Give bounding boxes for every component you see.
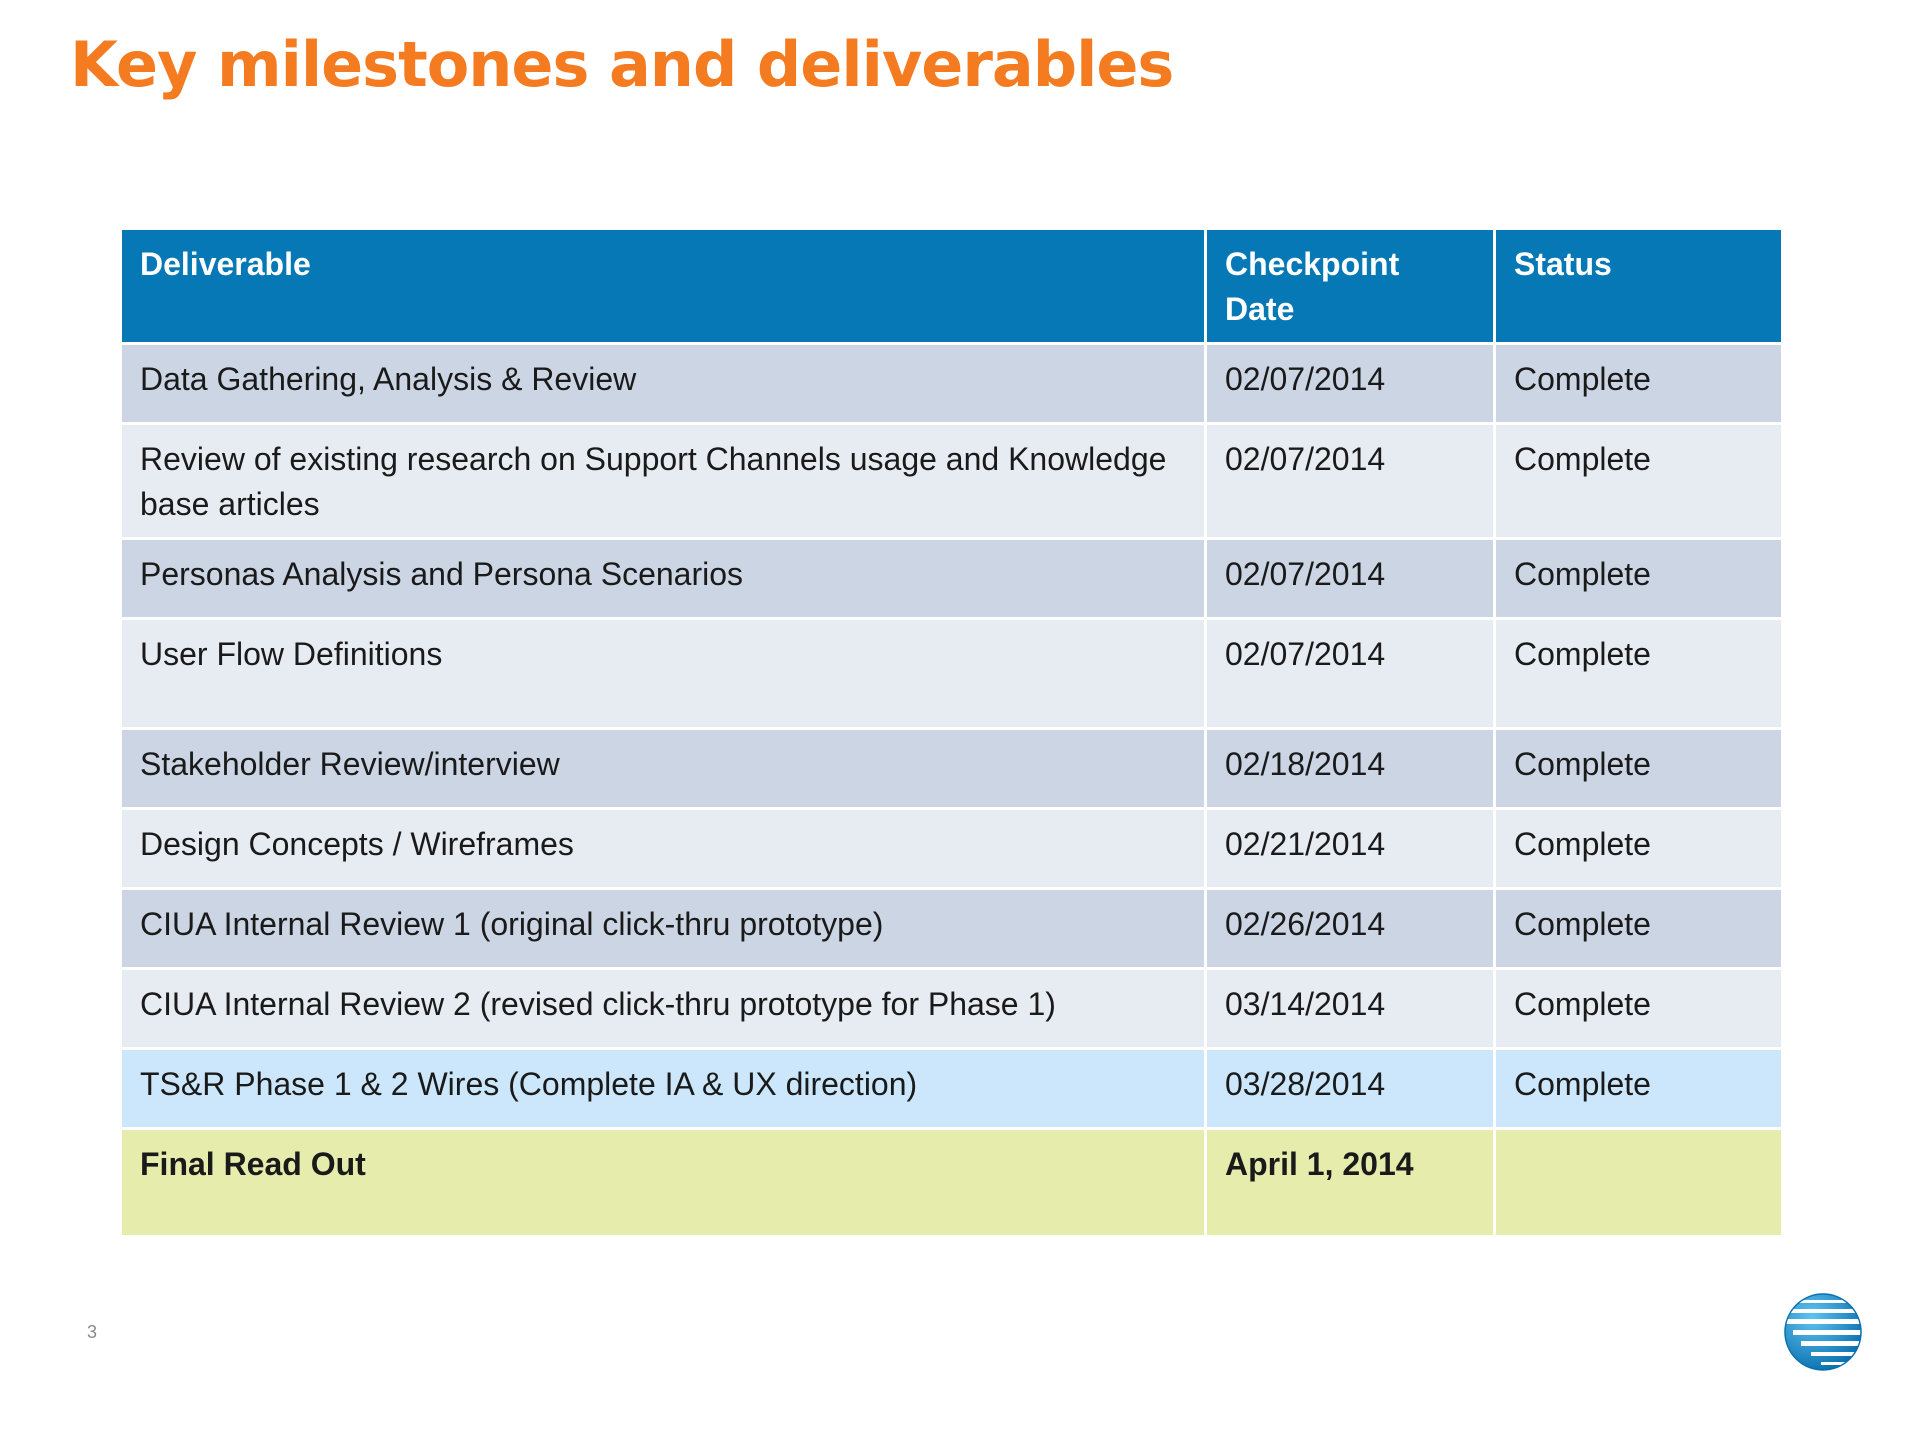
status-cell [1493, 1127, 1784, 1238]
page-number: 3 [87, 1322, 98, 1342]
date-cell: 02/07/2014 [1204, 342, 1496, 425]
date-cell: 02/07/2014 [1204, 422, 1496, 540]
table-row: Design Concepts / Wireframes 02/21/2014 … [119, 807, 1784, 890]
date-cell: 03/14/2014 [1204, 967, 1496, 1050]
table-row: Review of existing research on Support C… [119, 422, 1784, 540]
header-checkpoint-date: Checkpoint Date [1204, 227, 1496, 345]
table-row-final: Final Read Out April 1, 2014 [119, 1127, 1784, 1238]
table-row: Personas Analysis and Persona Scenarios … [119, 537, 1784, 620]
deliverable-cell: CIUA Internal Review 1 (original click-t… [119, 887, 1207, 970]
deliverable-cell: Data Gathering, Analysis & Review [119, 342, 1207, 425]
date-cell: 02/07/2014 [1204, 617, 1496, 730]
table-row: User Flow Definitions 02/07/2014 Complet… [119, 617, 1784, 730]
status-cell: Complete [1493, 537, 1784, 620]
status-cell: Complete [1493, 617, 1784, 730]
header-deliverable: Deliverable [119, 227, 1207, 345]
deliverable-cell: Personas Analysis and Persona Scenarios [119, 537, 1207, 620]
deliverable-cell: Stakeholder Review/interview [119, 727, 1207, 810]
deliverable-cell: User Flow Definitions [119, 617, 1207, 730]
table-row: CIUA Internal Review 1 (original click-t… [119, 887, 1784, 970]
status-cell: Complete [1493, 967, 1784, 1050]
status-cell: Complete [1493, 887, 1784, 970]
table-row: CIUA Internal Review 2 (revised click-th… [119, 967, 1784, 1050]
date-cell: April 1, 2014 [1204, 1127, 1496, 1238]
table-row-highlighted: TS&R Phase 1 & 2 Wires (Complete IA & UX… [119, 1047, 1784, 1130]
deliverable-cell: Review of existing research on Support C… [119, 422, 1207, 540]
deliverable-cell: Design Concepts / Wireframes [119, 807, 1207, 890]
table-row: Data Gathering, Analysis & Review 02/07/… [119, 342, 1784, 425]
milestones-table-container: Deliverable Checkpoint Date Status Data … [119, 227, 1784, 1238]
slide-title: Key milestones and deliverables [70, 28, 1174, 101]
milestones-table: Deliverable Checkpoint Date Status Data … [119, 227, 1784, 1238]
deliverable-cell: TS&R Phase 1 & 2 Wires (Complete IA & UX… [119, 1047, 1207, 1130]
table-header-row: Deliverable Checkpoint Date Status [119, 227, 1784, 345]
status-cell: Complete [1493, 1047, 1784, 1130]
date-cell: 02/07/2014 [1204, 537, 1496, 620]
date-cell: 02/18/2014 [1204, 727, 1496, 810]
table-row: Stakeholder Review/interview 02/18/2014 … [119, 727, 1784, 810]
header-status: Status [1493, 227, 1784, 345]
deliverable-cell: Final Read Out [119, 1127, 1207, 1238]
status-cell: Complete [1493, 727, 1784, 810]
date-cell: 02/21/2014 [1204, 807, 1496, 890]
globe-logo-icon [1783, 1292, 1863, 1372]
status-cell: Complete [1493, 342, 1784, 425]
date-cell: 03/28/2014 [1204, 1047, 1496, 1130]
date-cell: 02/26/2014 [1204, 887, 1496, 970]
deliverable-cell: CIUA Internal Review 2 (revised click-th… [119, 967, 1207, 1050]
status-cell: Complete [1493, 807, 1784, 890]
status-cell: Complete [1493, 422, 1784, 540]
